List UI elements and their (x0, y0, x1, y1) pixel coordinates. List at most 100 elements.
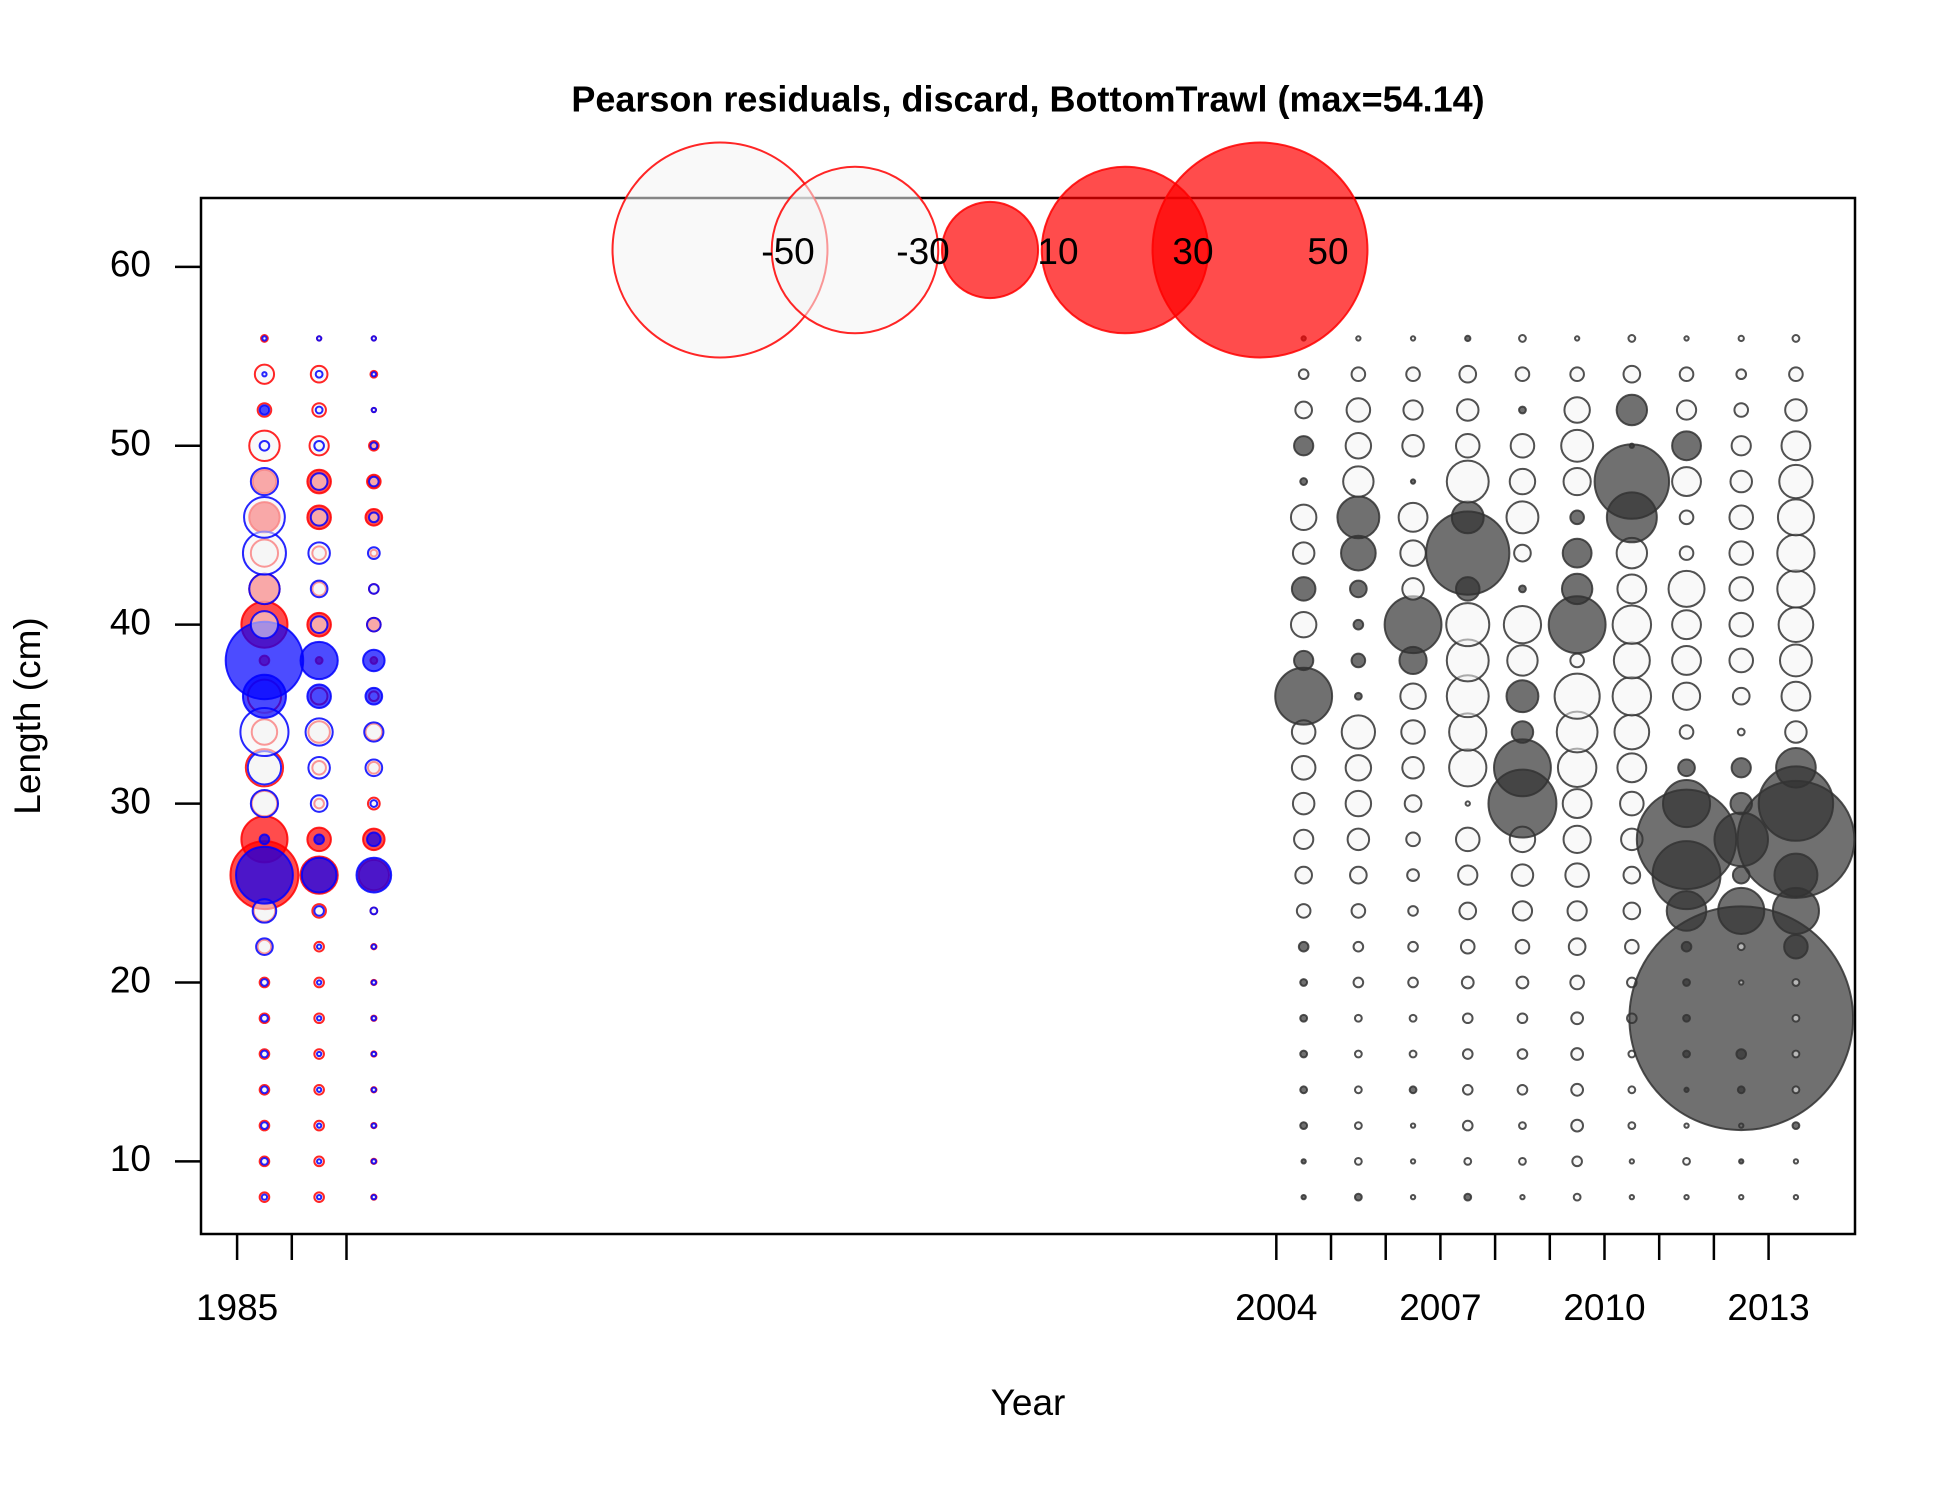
bubble (1570, 1082, 1585, 1097)
bubble (1297, 940, 1310, 953)
bubble (1622, 865, 1642, 885)
y-tick-label: 50 (110, 423, 151, 464)
bubble (1448, 712, 1488, 752)
bubble (1784, 720, 1808, 744)
bubble (1571, 1155, 1583, 1168)
bubble (1459, 938, 1476, 955)
bubble (1445, 459, 1490, 504)
bubble (1461, 1048, 1474, 1060)
bubble (1409, 335, 1417, 342)
bubble (1611, 604, 1653, 645)
bubble (1409, 1122, 1417, 1129)
bubble (1729, 469, 1753, 494)
bubble (1454, 433, 1481, 459)
bubble (1791, 1085, 1801, 1095)
bubble (1295, 903, 1312, 919)
bubble (1344, 432, 1373, 460)
x-tick-label: 2007 (1399, 1287, 1481, 1328)
bubble (1776, 498, 1815, 537)
bubble (1791, 1121, 1801, 1130)
bubble (1353, 1192, 1363, 1202)
bubble (1738, 1158, 1745, 1165)
bubble (1352, 618, 1365, 631)
bubble (1399, 539, 1427, 567)
bubble (1730, 757, 1752, 779)
x-axis-label: Year (991, 1382, 1066, 1423)
bubble (1735, 368, 1748, 381)
bubble (366, 831, 382, 848)
bubble (1493, 738, 1552, 798)
bubble (1728, 504, 1755, 531)
bubble (1572, 1192, 1582, 1202)
bubble (1728, 611, 1755, 638)
bubble (366, 546, 381, 561)
bubble (1401, 756, 1425, 780)
bubble (1408, 1085, 1418, 1095)
bubble (1518, 1121, 1527, 1130)
bubble (1511, 900, 1534, 922)
bubble (248, 572, 281, 606)
bubble (235, 845, 294, 905)
bubble (1350, 652, 1367, 669)
bubble (1562, 824, 1592, 854)
legend-bubble (940, 200, 1040, 300)
bubble (1628, 1158, 1635, 1165)
bubble (1516, 1084, 1529, 1096)
bubble (1682, 1156, 1691, 1166)
bubble (1345, 397, 1372, 423)
bubble (1293, 435, 1315, 457)
bubble (315, 1193, 323, 1201)
bubble (309, 615, 329, 634)
bubble (1567, 937, 1587, 957)
bubble (1445, 602, 1491, 648)
bubble (1570, 1011, 1585, 1026)
bubble (258, 404, 271, 416)
bubble (1289, 610, 1318, 639)
bubble (1675, 399, 1698, 421)
bubble (1409, 1158, 1417, 1165)
bubble (1514, 938, 1531, 955)
bubble (368, 511, 380, 524)
bubble (355, 856, 393, 894)
bubble (1513, 543, 1532, 563)
bubble (1353, 1049, 1363, 1059)
bubble (1510, 720, 1535, 744)
bubble (1791, 978, 1801, 987)
bubble (1290, 755, 1317, 781)
bubble (1518, 334, 1527, 343)
bubble (1677, 758, 1696, 778)
bubble (370, 1015, 377, 1022)
bubble (1616, 573, 1648, 605)
bubble (1510, 863, 1535, 887)
x-tick-label: 2004 (1235, 1287, 1317, 1328)
bubble (1514, 366, 1531, 383)
y-tick-label: 40 (110, 601, 151, 642)
bubble (1461, 1084, 1474, 1096)
bubble (307, 541, 331, 565)
bubble (315, 1050, 323, 1058)
bubble (315, 1122, 323, 1129)
bubble (1293, 649, 1315, 672)
chart-title: Pearson residuals, discard, BottomTrawl … (571, 79, 1484, 120)
bubble (1616, 752, 1648, 784)
bubble (1383, 595, 1443, 655)
bubble (1408, 1049, 1418, 1059)
bubble (1350, 366, 1367, 383)
bubble (1464, 800, 1471, 807)
bubble (366, 616, 382, 633)
bubble (315, 335, 323, 342)
bubble (1401, 577, 1425, 601)
bubble (1783, 933, 1809, 960)
bubble (1299, 1049, 1309, 1059)
bubble (1463, 1156, 1473, 1166)
bubble (1791, 1049, 1801, 1059)
bubble (1397, 501, 1429, 533)
bubble (1736, 942, 1746, 952)
bubble (1505, 679, 1540, 714)
bubble (249, 466, 280, 497)
bubble (1627, 334, 1637, 343)
bubble (260, 1121, 269, 1130)
bubble (1611, 676, 1653, 717)
bubble (368, 583, 380, 595)
bubble (1683, 335, 1690, 342)
